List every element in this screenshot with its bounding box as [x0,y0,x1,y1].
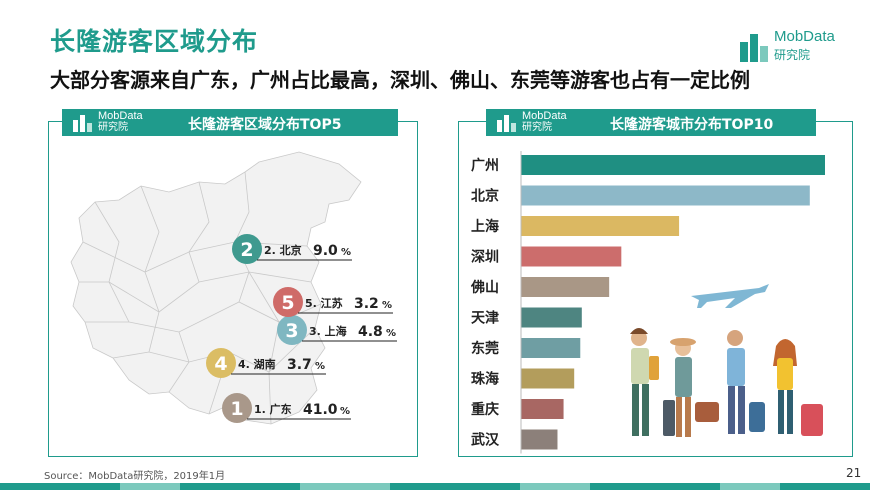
region-marker: 2 2. 北京 9.0% [232,234,352,264]
travelers-illustration [630,284,823,437]
city-label: 北京 [471,188,499,205]
city-label: 上海 [471,218,499,235]
header-brand: MobData 研究院 [522,110,567,133]
brand-logo: MobData 研究院 [738,28,858,66]
city-label: 重庆 [471,401,499,418]
city-bar [521,307,582,328]
building-logo-icon [497,115,516,132]
region-rank-circle [277,315,307,345]
source-note: Source：MobData研究院，2019年1月 [44,471,226,482]
region-unit: % [386,328,396,339]
page-number: 21 [846,466,862,480]
region-panel-title: 长隆游客区域分布TOP5 [188,117,342,133]
building-logo-icon [73,115,92,132]
city-label: 武汉 [471,432,500,449]
city-bar [521,246,622,267]
region-label: 2. 北京 [264,243,302,257]
region-rank-circle [273,287,303,317]
region-panel-header: MobData 研究院 长隆游客区域分布TOP5 [62,109,398,136]
airplane-icon [691,284,769,308]
city-panel-title: 长隆游客城市分布TOP10 [610,117,774,133]
city-bar [521,277,610,297]
city-bar [521,429,558,450]
city-bar [521,338,581,358]
city-label: 珠海 [471,371,499,388]
region-value: 9.0 [313,243,338,259]
city-bar [521,155,825,175]
city-bar [521,399,564,419]
region-value: 41.0 [303,402,338,418]
region-rank-circle [206,348,236,378]
traveler-figure [773,339,823,436]
region-marker: 4 4. 湖南 3.7% [206,348,326,378]
page-title: 长隆游客区域分布 [50,27,259,56]
region-rank: 4 [214,353,227,375]
region-unit: % [382,300,392,311]
region-marker: 5 5. 江苏 3.2% [273,287,393,317]
city-bar [521,368,575,389]
city-label: 佛山 [470,279,499,296]
brand-sub: 研究院 [774,48,811,62]
header-brand: MobData 研究院 [98,110,143,133]
traveler-figure [630,328,659,436]
city-label: 广州 [471,157,499,174]
region-rank: 5 [281,292,294,314]
page-subtitle: 大部分客源来自广东，广州占比最高，深圳、佛山、东莞等游客也占有一定比例 [50,68,750,92]
traveler-figure [727,330,765,434]
city-panel-header: MobData 研究院 长隆游客城市分布TOP10 [486,109,816,136]
region-value: 4.8 [358,324,383,340]
region-marker: 3 3. 上海 4.8% [277,315,397,345]
region-rank: 1 [230,398,243,420]
brand-name: MobData [774,28,835,45]
region-unit: % [341,247,351,258]
city-label: 深圳 [471,249,499,266]
region-label: 1. 广东 [254,402,292,416]
region-value: 3.2 [354,296,379,312]
region-label: 5. 江苏 [305,296,343,310]
region-unit: % [340,406,350,417]
region-label: 3. 上海 [309,324,347,338]
region-rank-circle [222,393,252,423]
city-bar [521,216,680,236]
china-map-outline [70,151,362,425]
city-panel: 广州北京上海深圳佛山天津东莞珠海重庆武汉 [458,121,853,457]
city-label: 天津 [471,310,499,327]
region-unit: % [315,361,325,372]
traveler-figure [663,338,719,437]
region-rank-circle [232,234,262,264]
region-panel: 1 1. 广东 41.0% 2 2. 北京 9.0% 3 3. 上海 4.8% 4 4. 湖南 3.7… [48,121,418,457]
city-bar [521,185,810,206]
city-label: 东莞 [471,340,499,357]
region-label: 4. 湖南 [238,357,276,371]
region-map: 1 1. 广东 41.0 % 2 2. 北京 9.0 % 3 3. 上海 4.8 % 4 4. 湖南 3.7… [70,151,397,425]
region-rank: 3 [285,320,298,342]
region-value: 3.7 [287,357,312,373]
building-logo-icon [740,34,768,62]
region-marker: 1 1. 广东 41.0% [222,393,351,423]
region-rank: 2 [240,239,253,261]
bottom-stripe [0,483,870,490]
